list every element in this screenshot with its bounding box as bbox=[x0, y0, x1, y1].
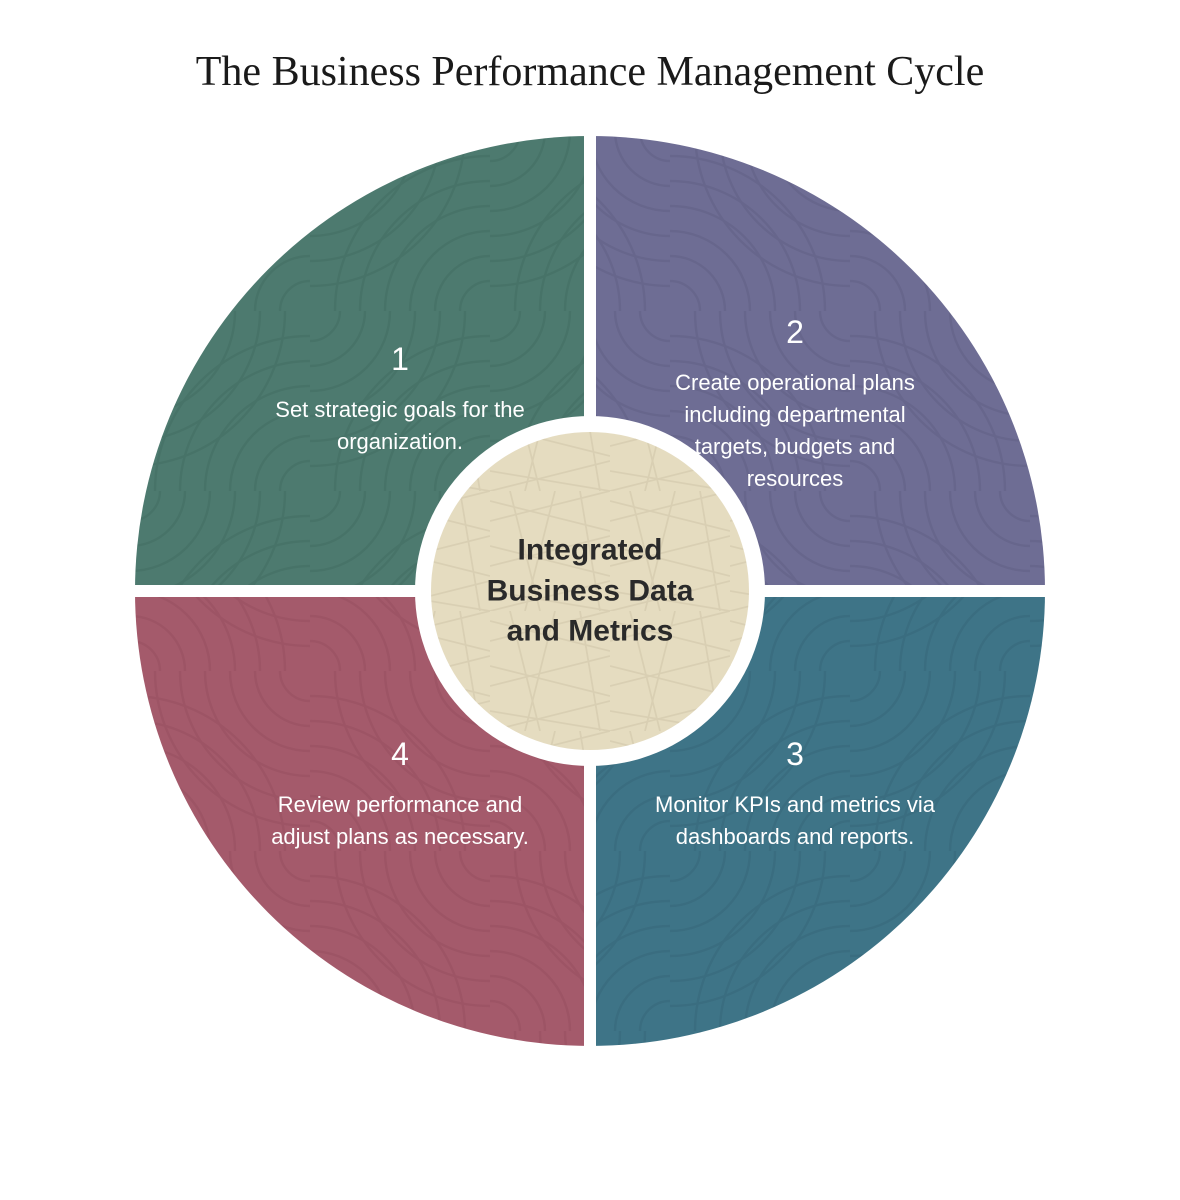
quadrant-3-text: Monitor KPIs and metrics via dashboards … bbox=[655, 789, 935, 853]
quadrant-1-label: 1 Set strategic goals for the organizati… bbox=[260, 336, 540, 458]
cycle-diagram: 1 Set strategic goals for the organizati… bbox=[130, 131, 1050, 1051]
quadrant-2-label: 2 Create operational plans including dep… bbox=[655, 309, 935, 495]
diagram-title: The Business Performance Management Cycl… bbox=[196, 48, 984, 96]
quadrant-1-number: 1 bbox=[260, 336, 540, 382]
quadrant-4-text: Review performance and adjust plans as n… bbox=[260, 789, 540, 853]
quadrant-2-number: 2 bbox=[655, 309, 935, 355]
quadrant-4-label: 4 Review performance and adjust plans as… bbox=[260, 731, 540, 853]
quadrant-1-text: Set strategic goals for the organization… bbox=[260, 394, 540, 458]
quadrant-4-number: 4 bbox=[260, 731, 540, 777]
quadrant-2-text: Create operational plans including depar… bbox=[655, 367, 935, 495]
quadrant-3-number: 3 bbox=[655, 731, 935, 777]
quadrant-3-label: 3 Monitor KPIs and metrics via dashboard… bbox=[655, 731, 935, 853]
center-label: Integrated Business Data and Metrics bbox=[470, 530, 710, 652]
